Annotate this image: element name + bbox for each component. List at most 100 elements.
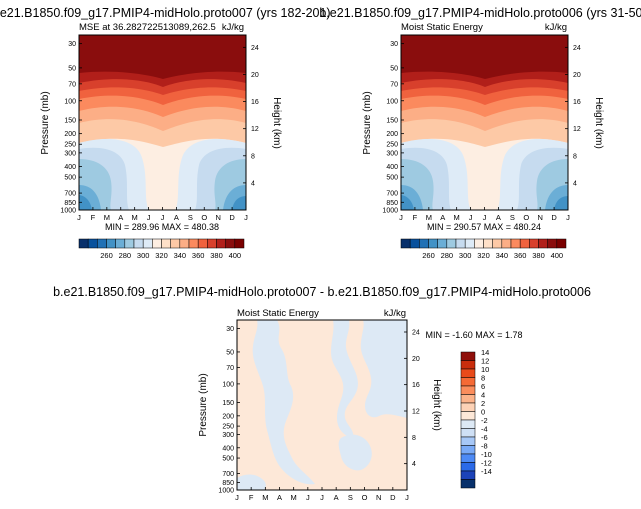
x-tick-label: J xyxy=(306,493,310,502)
colorbar-swatch xyxy=(460,445,476,455)
y-tick-label: 300 xyxy=(64,150,76,157)
colorbar-swatch xyxy=(538,238,548,249)
contour-band-right xyxy=(401,115,568,147)
x-tick-label: O xyxy=(201,213,207,222)
y-tick-label: 400 xyxy=(222,445,234,452)
y-tick-label: 30 xyxy=(68,41,76,48)
colorbar-swatch xyxy=(78,238,89,249)
colorbar-swatch xyxy=(409,238,420,249)
colorbar-swatch xyxy=(460,351,476,361)
x-tick-label: S xyxy=(510,213,515,222)
x-tick-label: F xyxy=(91,213,96,222)
x-tick-label: J xyxy=(244,213,248,222)
stats-bottom: MIN = -1.60 MAX = 1.78 xyxy=(425,330,522,340)
x-tick-label: M xyxy=(104,213,110,222)
colorbar-swatch xyxy=(556,238,567,249)
y-tick-label: 50 xyxy=(68,65,76,72)
colorbar-left: 260 280 300 320 340 360 380 400 xyxy=(78,238,245,260)
y-axis-label-right-bottom: Height (km) xyxy=(431,379,442,431)
y-right-tick-label: 24 xyxy=(573,45,581,52)
colorbar-swatch xyxy=(400,238,411,249)
y-right-tick-label: 16 xyxy=(412,382,420,389)
x-tick-label: J xyxy=(147,213,151,222)
colorbar-swatch xyxy=(460,453,476,463)
x-tick-label: J xyxy=(161,213,165,222)
y-right-tick-label: 4 xyxy=(573,180,577,187)
colorbar-swatch xyxy=(460,470,476,480)
colorbar-label: -2 xyxy=(481,416,488,425)
x-tick-label: J xyxy=(405,493,409,502)
y-tick-label: 1000 xyxy=(382,208,398,215)
colorbar-swatch xyxy=(179,238,190,249)
colorbar-swatch xyxy=(460,436,476,446)
y-tick-label: 250 xyxy=(222,424,234,431)
colorbar-swatch xyxy=(428,238,438,249)
x-tick-label: M xyxy=(454,213,460,222)
contour-band-right xyxy=(554,196,568,210)
contour-band-bottom xyxy=(338,434,372,471)
y-right-tick-label: 8 xyxy=(412,435,416,442)
colorbar-label: 360 xyxy=(192,251,205,260)
colorbar-label: 260 xyxy=(422,251,435,260)
y-tick-label: 70 xyxy=(390,81,398,88)
x-tick-label: M xyxy=(262,493,268,502)
y-right-tick-label: 8 xyxy=(573,153,577,160)
x-tick-label: A xyxy=(440,213,445,222)
colorbar-swatch xyxy=(460,385,476,395)
colorbar-swatch xyxy=(124,238,135,249)
x-tick-label: J xyxy=(399,213,403,222)
colorbar-label: 280 xyxy=(119,251,132,260)
y-tick-label: 850 xyxy=(222,480,234,487)
y-axis-label-right: Pressure (mb) xyxy=(362,91,373,154)
y-tick-label: 30 xyxy=(390,41,398,48)
y-tick-label: 700 xyxy=(222,471,234,478)
title-left: b.e21.B1850.f09_g17.PMIP4-midHolo.proto0… xyxy=(0,6,331,20)
colorbar-swatch xyxy=(460,462,476,472)
y-axis-label-bottom: Pressure (mb) xyxy=(198,373,209,436)
x-tick-label: N xyxy=(215,213,220,222)
y-tick-label: 400 xyxy=(386,164,398,171)
x-tick-label: A xyxy=(174,213,179,222)
subtitle-left: MSE at 36.28272251308​9,262.5 xyxy=(79,22,216,33)
y-right-tick-label: 24 xyxy=(251,45,259,52)
contour-band-bottom xyxy=(252,320,315,485)
colorbar-swatch xyxy=(115,238,126,249)
colorbar-swatch xyxy=(474,238,484,249)
colorbar-label: 360 xyxy=(514,251,527,260)
colorbar-swatch xyxy=(460,411,476,421)
y-tick-label: 850 xyxy=(386,200,398,207)
x-tick-label: O xyxy=(362,493,368,502)
subtitle-bottom: Moist Static Energy xyxy=(237,308,319,319)
y-tick-label: 200 xyxy=(222,413,234,420)
y-tick-label: 30 xyxy=(226,326,234,333)
contour-band-bottom xyxy=(331,320,358,438)
y-tick-label: 500 xyxy=(222,456,234,463)
y-tick-label: 250 xyxy=(64,142,76,149)
colorbar-swatch xyxy=(142,238,153,249)
x-tick-label: J xyxy=(320,493,324,502)
y-tick-label: 300 xyxy=(386,150,398,157)
colorbar-swatch xyxy=(419,238,429,249)
colorbar-label: 340 xyxy=(496,251,509,260)
colorbar-label: 6 xyxy=(481,382,485,391)
colorbar-label: -12 xyxy=(481,459,492,468)
colorbar-swatch xyxy=(455,238,466,249)
colorbar-label: 400 xyxy=(229,251,242,260)
y-tick-label: 150 xyxy=(64,118,76,125)
stats-right: MIN = 290.57 MAX = 480.24 xyxy=(427,222,541,232)
stats-left: MIN = 289.96 MAX = 480.38 xyxy=(105,222,219,232)
y-right-tick-label: 12 xyxy=(412,408,420,415)
colorbar-swatch xyxy=(519,238,530,249)
x-tick-label: J xyxy=(235,493,239,502)
units-left: kJ/kg xyxy=(222,22,244,33)
colorbar-swatch xyxy=(207,238,217,249)
colorbar-swatch xyxy=(460,479,476,489)
y-tick-label: 50 xyxy=(226,349,234,356)
colorbar-label: 4 xyxy=(481,391,485,400)
x-tick-label: D xyxy=(390,493,396,502)
